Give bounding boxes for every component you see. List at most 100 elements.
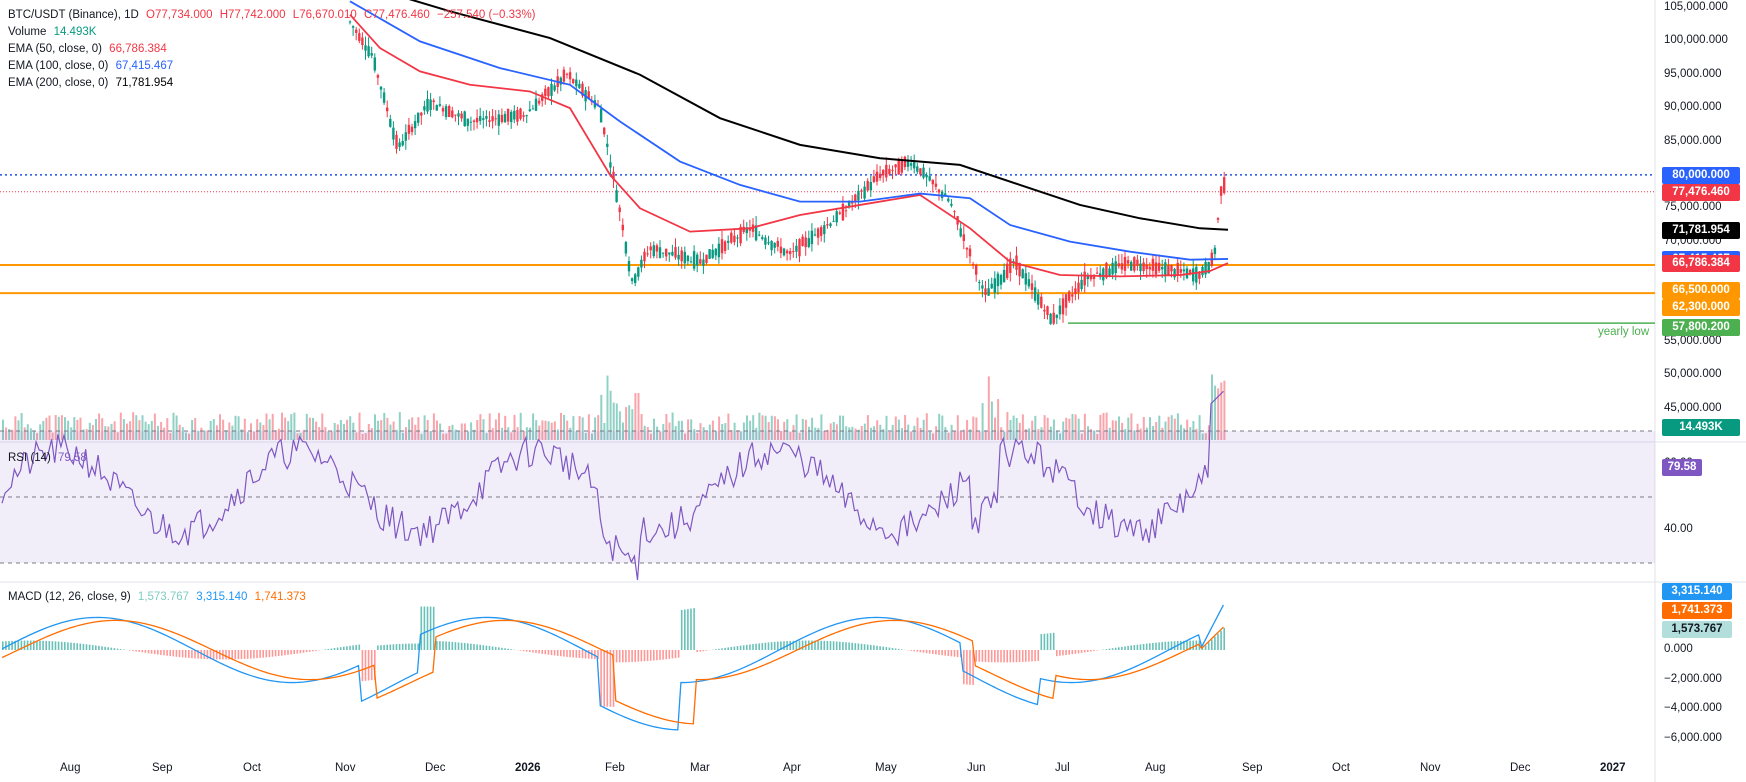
volume-bar [405,427,407,440]
candle-body [441,108,445,112]
macd-histogram-bar [687,609,689,650]
macd-histogram-bar [473,644,475,650]
volume-bar [854,428,857,440]
volume-bar [953,430,956,440]
volume-bar [315,421,318,440]
candle-body [1108,268,1111,277]
macd-histogram-bar [73,642,75,650]
macd-histogram-bar [460,642,463,650]
candle-body [720,239,724,254]
volume-bar [885,415,888,440]
volume-bar [876,420,879,440]
macd-histogram-bar [535,650,537,653]
macd-histogram-bar [423,606,426,650]
macd-histogram-bar [1025,650,1027,662]
volume-bar [60,415,63,440]
macd-histogram-bar [336,647,339,650]
macd-histogram-bar [1083,650,1086,653]
time-axis-tick: Aug [1145,762,1166,774]
macd-histogram-bar [845,642,847,650]
macd-histogram-bar [274,650,277,657]
volume-bar [1155,422,1158,440]
macd-histogram-bar [308,650,311,652]
macd-histogram-bar [436,640,438,650]
macd-histogram-bar [922,650,925,653]
macd-histogram-bar [116,648,119,650]
candle-body [382,92,386,103]
volume-bar [1052,419,1055,440]
macd-histogram-bar [299,650,302,654]
macd-value-pill: 1,741.373 [1662,602,1732,619]
macd-histogram-bar [916,650,919,652]
macd-histogram-bar [990,650,993,663]
macd-histogram-bar [141,650,144,653]
candle-body [702,259,705,266]
volume-bar [181,427,184,440]
candle-body [1167,265,1170,275]
price-axis-tick: 95,000.000 [1664,67,1722,80]
volume-bar [476,420,479,440]
macd-histogram-bar [553,650,556,656]
candle-body [1151,258,1155,271]
candle-body [795,245,798,252]
macd-histogram-bar [835,641,838,650]
price-label-pill: 62,300.000 [1662,299,1740,316]
candle-body [1024,273,1027,285]
macd-histogram-bar [1090,650,1092,652]
volume-bar [420,433,423,440]
candle-body [677,254,680,260]
macd-histogram-bar [287,650,289,655]
volume-bar [11,429,14,440]
volume-bar [172,412,175,440]
macd-histogram-bar [956,650,959,658]
macd-histogram-bar [17,640,20,650]
candle-body [572,79,575,84]
volume-bar [305,413,308,440]
macd-histogram-bar [885,647,888,650]
macd-histogram-bar [445,641,447,650]
volume-bar [786,419,789,440]
macd-histogram-bar [60,641,63,650]
volume-bar [439,423,442,440]
volume-bar [1195,428,1198,440]
volume-bar [814,427,817,440]
macd-histogram-bar [746,644,748,650]
volume-bar [498,412,500,440]
volume-bar [110,423,113,440]
volume-bar [826,429,829,440]
macd-histogram-bar [767,642,770,650]
macd-histogram-bar [70,642,72,650]
candle-body [860,190,863,192]
volume-bar [811,417,814,440]
macd-histogram-bar [5,641,7,650]
candle-body [841,203,845,221]
volume-bar [454,429,457,440]
candle-body [348,21,352,23]
macd-histogram-bar [795,640,798,650]
volume-bar [863,423,866,440]
macd-histogram-bar [882,646,884,650]
macd-histogram-bar [361,650,364,682]
macd-histogram-bar [742,645,745,650]
volume-bar [281,412,283,440]
volume-bar [1152,425,1155,440]
volume-bar [742,422,745,440]
candle-body [1030,283,1034,290]
candle-body [801,236,804,247]
volume-bar [57,416,60,440]
macd-histogram-bar [721,648,723,650]
candle-body [413,121,417,129]
volume-bar [575,431,578,440]
macd-histogram-bar [1142,643,1145,650]
candle-body [826,224,829,226]
macd-histogram-bar [873,645,875,650]
macd-histogram-bar [1136,644,1139,650]
candle-body [599,108,603,123]
candle-body [937,189,941,193]
candle-body [866,180,869,191]
volume-bar [243,418,246,440]
volume-bar [622,422,624,440]
macd-histogram-bar [448,641,450,650]
candle-body [1126,260,1130,264]
